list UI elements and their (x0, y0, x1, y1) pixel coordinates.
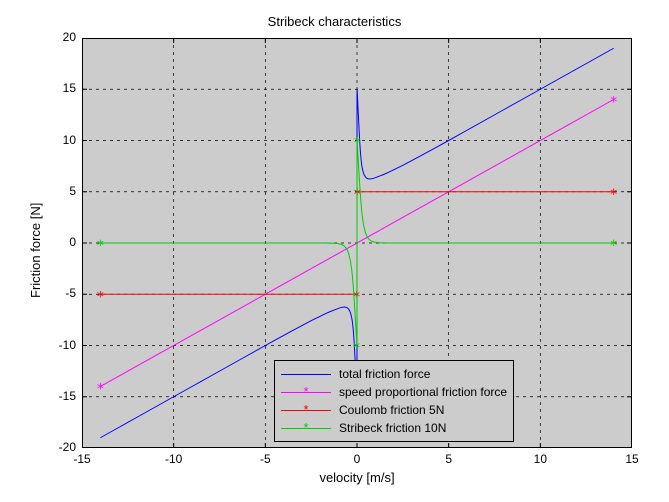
legend-label: total friction force (339, 367, 430, 381)
legend-item: *Coulomb friction 5N (281, 401, 507, 419)
y-tick: 20 (42, 30, 76, 44)
chart-title: Stribeck characteristics (0, 14, 669, 29)
y-tick: 5 (42, 184, 76, 198)
y-tick: 0 (42, 235, 76, 249)
svg-text:*: * (96, 382, 104, 398)
svg-text:*: * (352, 341, 360, 357)
x-tick: 10 (520, 452, 560, 466)
svg-text:*: * (609, 187, 617, 203)
legend-label: Stribeck friction 10N (339, 421, 446, 435)
legend-item: total friction force (281, 365, 507, 383)
y-tick: 15 (42, 81, 76, 95)
x-tick: -15 (62, 452, 102, 466)
y-tick: -15 (42, 389, 76, 403)
x-tick: -5 (245, 452, 285, 466)
legend-item: *speed proportional friction force (281, 383, 507, 401)
y-axis-label: Friction force [N] (28, 203, 43, 298)
svg-text:*: * (353, 136, 361, 152)
svg-text:*: * (609, 95, 617, 111)
y-tick: -5 (42, 286, 76, 300)
figure: Stribeck characteristics ********** -15-… (0, 0, 669, 502)
x-tick: -10 (154, 452, 194, 466)
y-tick: -20 (42, 440, 76, 454)
svg-text:*: * (96, 289, 104, 305)
x-tick: 15 (612, 452, 652, 466)
svg-text:*: * (609, 238, 617, 254)
x-axis-label: velocity [m/s] (82, 470, 632, 485)
svg-text:*: * (96, 238, 104, 254)
x-tick: 0 (337, 452, 377, 466)
legend-label: Coulomb friction 5N (339, 403, 444, 417)
legend-item: *Stribeck friction 10N (281, 419, 507, 437)
legend: total friction force *speed proportional … (274, 360, 514, 442)
y-tick: -10 (42, 338, 76, 352)
x-tick: 5 (429, 452, 469, 466)
legend-label: speed proportional friction force (339, 385, 507, 399)
y-tick: 10 (42, 133, 76, 147)
